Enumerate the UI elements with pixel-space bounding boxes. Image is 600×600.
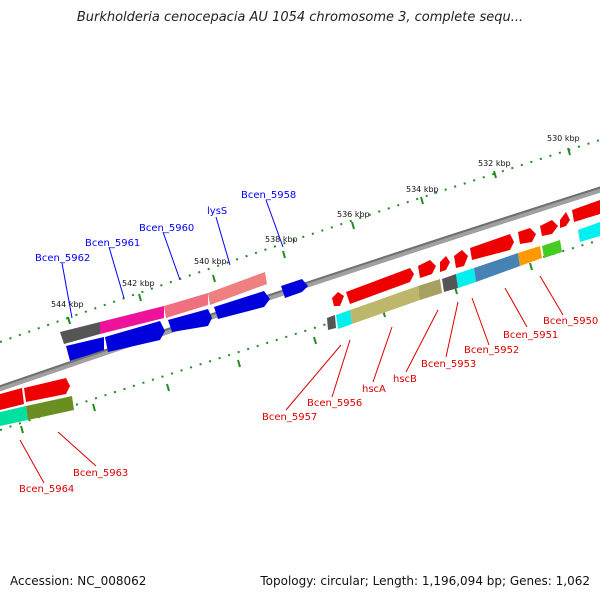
gene-grey-upper (60, 322, 100, 344)
gene-grey-2 (442, 274, 458, 292)
scale-labels: 530 kbp 532 kbp 534 kbp 536 kbp 538 kbp … (51, 134, 580, 309)
topology-summary-text: Topology: circular; Length: 1,196,094 bp… (260, 574, 590, 588)
gene-red-large-1 (346, 268, 414, 304)
gene-blue-5 (281, 279, 308, 298)
gene-red-small-7 (560, 212, 570, 228)
gene-red-small-4 (454, 250, 468, 268)
scale-label-544: 544 kbp (51, 300, 84, 309)
scale-label-536: 536 kbp (337, 210, 370, 219)
gene-cyan-2 (456, 268, 476, 288)
gene-olive-2 (418, 279, 442, 300)
gene-red-small-5 (518, 228, 536, 244)
accession-text: Accession: NC_008062 (10, 574, 147, 588)
gene-cyan-1 (336, 310, 352, 329)
gene-teal-left (0, 406, 28, 426)
gene-red-large-2 (470, 234, 514, 260)
label-bcen-5958: Bcen_5958 (241, 190, 296, 201)
gene-pink-upper (164, 293, 208, 318)
label-hscb: hscB (393, 374, 417, 385)
scale-label-538: 538 kbp (265, 235, 298, 244)
scale-label-540: 540 kbp (194, 257, 227, 266)
label-bcen-5962: Bcen_5962 (35, 253, 90, 264)
label-bcen-5964: Bcen_5964 (19, 484, 74, 495)
gene-red-small-3 (440, 256, 450, 272)
label-bcen-5951: Bcen_5951 (503, 330, 558, 341)
gene-blue-1 (66, 337, 104, 361)
top-gene-labels: Bcen_5962 Bcen_5961 Bcen_5960 lysS Bcen_… (35, 190, 296, 264)
right-gene-row-2[interactable] (327, 222, 600, 330)
gene-red-small-1 (332, 292, 344, 306)
label-bcen-5963: Bcen_5963 (73, 468, 128, 479)
label-bcen-5952: Bcen_5952 (464, 345, 519, 356)
gene-steelblue (474, 253, 520, 282)
right-gene-row-1[interactable] (332, 200, 600, 306)
label-bcen-5957: Bcen_5957 (262, 412, 317, 423)
gene-olive-1 (350, 286, 420, 324)
top-label-leaders (61, 199, 284, 319)
gene-cyan-3 (578, 222, 600, 242)
gene-red-left-1 (0, 388, 24, 410)
left-gene-rows[interactable] (0, 378, 74, 426)
gene-green (542, 240, 562, 258)
gene-red-large-3 (572, 200, 600, 222)
label-bcen-5960: Bcen_5960 (139, 223, 194, 234)
gene-red-left-2 (24, 378, 70, 402)
scale-label-534: 534 kbp (406, 185, 439, 194)
bottom-label-leaders (19, 275, 564, 484)
scale-label-530: 530 kbp (547, 134, 580, 143)
map-title: Burkholderia cenocepacia AU 1054 chromos… (76, 10, 524, 25)
gene-blue-2 (105, 321, 165, 352)
gene-magenta-upper (100, 306, 164, 334)
upper-ticks (67, 147, 571, 325)
gene-red-small-6 (540, 220, 558, 236)
label-bcen-5961: Bcen_5961 (85, 238, 140, 249)
gene-blue-3 (168, 309, 212, 332)
bottom-gene-labels: Bcen_5950 Bcen_5951 Bcen_5952 Bcen_5953 … (19, 316, 598, 495)
label-hsca: hscA (362, 384, 386, 395)
label-bcen-5950: Bcen_5950 (543, 316, 598, 327)
label-bcen-5956: Bcen_5956 (307, 398, 362, 409)
gene-olive-left (26, 396, 74, 420)
gene-orange (518, 246, 542, 266)
gene-blue-4 (214, 291, 270, 319)
gene-grey-lower (327, 315, 336, 330)
upper-gene-row-2[interactable] (66, 279, 308, 361)
scale-label-542: 542 kbp (122, 279, 155, 288)
label-lyss: lysS (207, 206, 227, 217)
gene-red-small-2 (418, 260, 436, 278)
scale-label-532: 532 kbp (478, 159, 511, 168)
label-bcen-5953: Bcen_5953 (421, 359, 476, 370)
upper-gene-row-1[interactable] (60, 272, 267, 344)
gene-pink-upper-2 (208, 272, 267, 305)
